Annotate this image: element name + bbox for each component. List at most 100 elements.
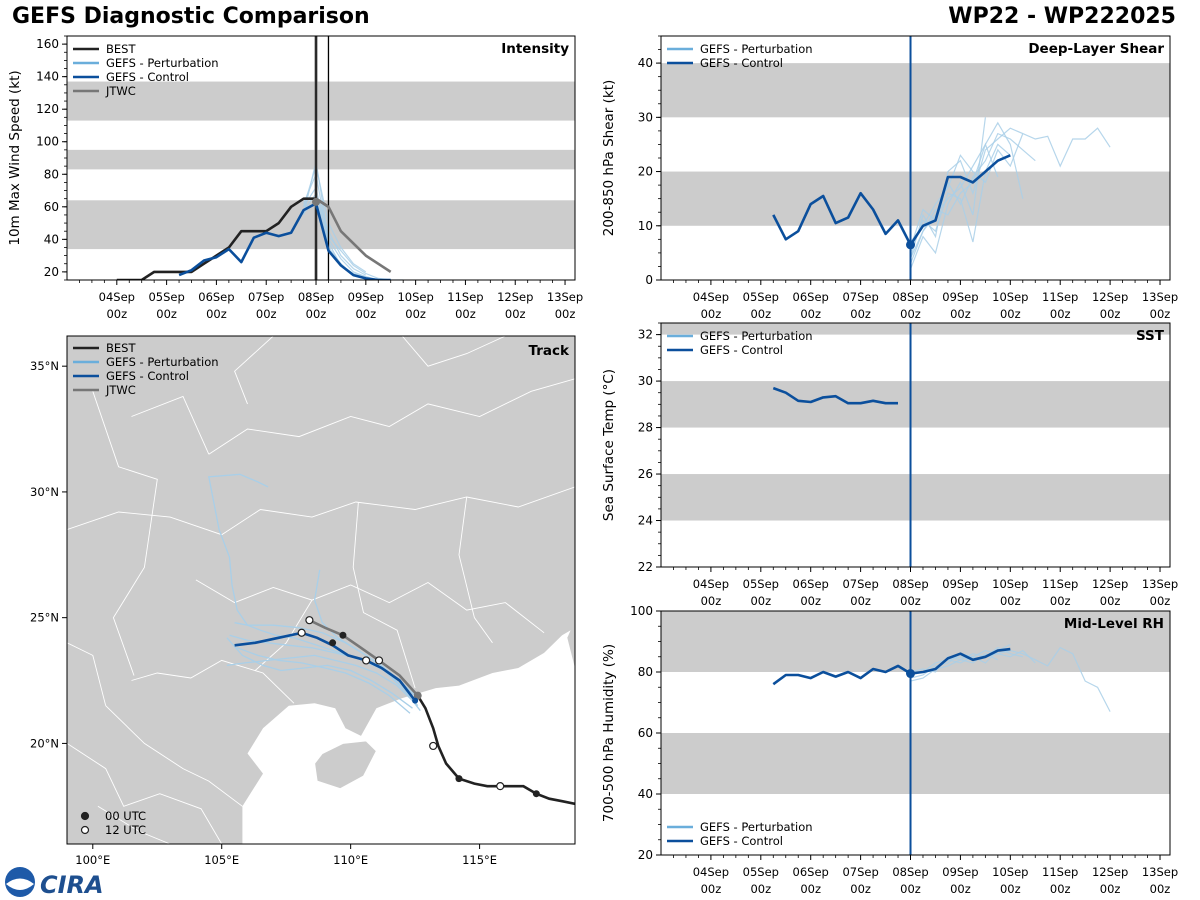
shear-xtick-sublabel: 00z xyxy=(1150,307,1171,321)
marker-legend-label-0: 00 UTC xyxy=(105,809,146,823)
shear-xtick-sublabel: 00z xyxy=(900,307,921,321)
intensity-band-1 xyxy=(67,149,575,170)
track-xtick-label: 100°E xyxy=(75,853,110,867)
hainan-island xyxy=(314,740,378,790)
shear-band-0 xyxy=(661,171,1170,226)
intensity-xtick-sublabel: 00z xyxy=(555,307,576,321)
intensity-series-gefs-control xyxy=(178,202,391,280)
rh-xtick-label: 10Sep xyxy=(992,865,1028,879)
sst-ytick-label: 22 xyxy=(638,560,653,574)
shear-xtick-label: 08Sep xyxy=(892,290,928,304)
shear-xtick-sublabel: 00z xyxy=(1000,307,1021,321)
shear-ytick-label: 30 xyxy=(638,110,653,124)
shear-xtick-label: 11Sep xyxy=(1042,290,1078,304)
sst-ytick-label: 32 xyxy=(638,328,653,342)
marker-12utc-4 xyxy=(362,656,371,665)
rh-xtick-sublabel: 00z xyxy=(850,882,871,896)
intensity-title: Intensity xyxy=(501,41,569,57)
sst-xtick-label: 07Sep xyxy=(842,577,878,591)
intensity-xtick-label: 06Sep xyxy=(198,290,234,304)
noaa-cira-logo: CIRA xyxy=(5,867,104,899)
sst-panel: 22 24 26 28 30 32 04Sep 00z 05Sep 00z 06Sep 00z 07Se… xyxy=(601,322,1178,608)
sst-xtick-label: 06Sep xyxy=(793,577,829,591)
shear-xtick-sublabel: 00z xyxy=(800,307,821,321)
shear-panel: 0 10 20 30 40 04Sep 00z 05Sep 00z 06Sep 00z 07Sep 00… xyxy=(601,35,1178,321)
intensity-plot-area xyxy=(67,36,575,280)
perturbation-track-2 xyxy=(226,637,413,709)
intensity-ylabel: 10m Max Wind Speed (kt) xyxy=(7,70,23,245)
sst-xtick-label: 08Sep xyxy=(892,577,928,591)
intensity-init-dot xyxy=(312,197,321,206)
shear-xtick-sublabel: 00z xyxy=(701,307,722,321)
sst-xtick-label: 05Sep xyxy=(743,577,779,591)
intensity-xtick-sublabel: 00z xyxy=(306,307,327,321)
cira-logo-text: CIRA xyxy=(40,871,104,899)
rh-title: Mid-Level RH xyxy=(1064,616,1164,632)
sst-ytick-label: 28 xyxy=(638,421,653,435)
shear-title: Deep-Layer Shear xyxy=(1028,41,1164,57)
shear-series-gefs-control xyxy=(772,154,1011,247)
shear-xtick-label: 10Sep xyxy=(992,290,1028,304)
border-line-3 xyxy=(208,378,575,455)
rh-panel: 20 40 60 80 100 04Sep 00z 05Sep 00z 06Sep 00z 07Sep… xyxy=(601,604,1178,896)
border-line-12 xyxy=(401,336,506,367)
intensity-ytick-label: 20 xyxy=(44,265,59,279)
taiwan-island xyxy=(567,620,575,668)
sst-plot-area xyxy=(661,323,1170,567)
intensity-ytick-label: 40 xyxy=(44,232,59,246)
track-ytick-label: 20°N xyxy=(30,736,59,750)
rh-ytick-label: 20 xyxy=(638,848,653,862)
sst-band-0 xyxy=(661,474,1170,521)
track-ytick-label: 30°N xyxy=(30,485,59,499)
rh-plot-area xyxy=(661,611,1170,855)
intensity-perturbation-line-5 xyxy=(303,163,367,273)
track-legend-label-1: GEFS - Perturbation xyxy=(106,355,219,369)
rh-xtick-label: 09Sep xyxy=(942,865,978,879)
intensity-xtick-sublabel: 00z xyxy=(206,307,227,321)
intensity-ytick-label: 100 xyxy=(36,135,59,149)
intensity-ytick-label: 80 xyxy=(44,167,59,181)
intensity-xtick-label: 04Sep xyxy=(99,290,135,304)
intensity-xtick-label: 09Sep xyxy=(348,290,384,304)
sst-legend-label-1: GEFS - Control xyxy=(700,343,783,357)
rh-xtick-label: 08Sep xyxy=(892,865,928,879)
intensity-xtick-label: 05Sep xyxy=(148,290,184,304)
rh-xtick-sublabel: 00z xyxy=(1050,882,1071,896)
sst-legend-label-0: GEFS - Perturbation xyxy=(700,329,813,343)
shear-xtick-label: 09Sep xyxy=(942,290,978,304)
track-xtick-label: 110°E xyxy=(333,853,368,867)
rh-xtick-label: 11Sep xyxy=(1042,865,1078,879)
border-line-5 xyxy=(352,501,416,689)
shear-xtick-sublabel: 00z xyxy=(1100,307,1121,321)
sst-xtick-sublabel: 00z xyxy=(1150,594,1171,608)
rh-xtick-sublabel: 00z xyxy=(950,882,971,896)
sst-xtick-sublabel: 00z xyxy=(750,594,771,608)
init-position-dot xyxy=(413,691,422,700)
intensity-xtick-label: 12Sep xyxy=(497,290,533,304)
rh-xtick-sublabel: 00z xyxy=(1100,882,1121,896)
sst-ylabel: Sea Surface Temp (°C) xyxy=(601,369,617,521)
sst-band-1 xyxy=(661,381,1170,428)
shear-band-1 xyxy=(661,63,1170,118)
border-line-13 xyxy=(131,395,210,455)
sst-series-gefs-control xyxy=(772,386,898,405)
intensity-xtick-sublabel: 00z xyxy=(156,307,177,321)
rh-series-gefs-control xyxy=(772,647,1011,686)
best-track xyxy=(416,694,575,806)
rh-legend-label-1: GEFS - Control xyxy=(700,834,783,848)
sst-xtick-sublabel: 00z xyxy=(950,594,971,608)
shear-legend-label-0: GEFS - Perturbation xyxy=(700,42,813,56)
sst-ytick-label: 26 xyxy=(638,467,653,481)
rh-band-1 xyxy=(661,611,1170,672)
intensity-legend-label-3: JTWC xyxy=(105,84,136,98)
intensity-panel: 20 40 60 80 100 120 140 160 04Sep 00z 05Sep 00z 06Se… xyxy=(7,35,583,321)
shear-xtick-sublabel: 00z xyxy=(750,307,771,321)
intensity-ytick-label: 120 xyxy=(36,102,59,116)
shear-xtick-label: 06Sep xyxy=(793,290,829,304)
sst-xtick-sublabel: 00z xyxy=(800,594,821,608)
rh-xtick-label: 07Sep xyxy=(842,865,878,879)
intensity-xtick-label: 13Sep xyxy=(547,290,583,304)
rh-xtick-sublabel: 00z xyxy=(1000,882,1021,896)
sst-xtick-sublabel: 00z xyxy=(1100,594,1121,608)
shear-init-dot xyxy=(906,240,916,250)
